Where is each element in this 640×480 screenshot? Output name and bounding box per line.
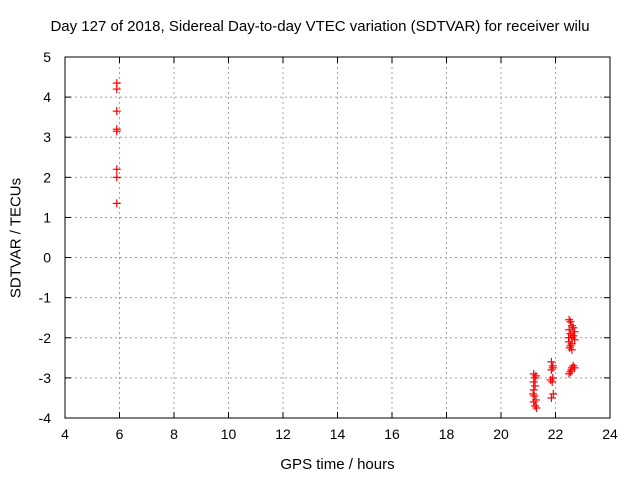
y-tick-label: 5	[43, 49, 51, 65]
data-point	[529, 369, 538, 378]
x-tick-label: 10	[221, 426, 237, 442]
chart-title: Day 127 of 2018, Sidereal Day-to-day VTE…	[50, 18, 590, 35]
data-points	[112, 79, 579, 412]
y-tick-label: 2	[43, 169, 51, 185]
x-tick-label: 18	[439, 426, 455, 442]
y-tick-label: -1	[39, 290, 52, 306]
y-tick-label: 1	[43, 209, 51, 225]
data-point	[532, 403, 541, 412]
data-point	[531, 401, 540, 410]
data-point	[548, 363, 557, 372]
y-tick-label: -2	[39, 330, 52, 346]
data-point	[569, 361, 578, 370]
data-point	[112, 165, 121, 174]
data-point	[567, 339, 576, 348]
data-point	[565, 343, 574, 352]
data-point	[565, 325, 574, 334]
x-tick-label: 24	[602, 426, 618, 442]
data-point	[569, 323, 578, 332]
y-tick-label: -4	[39, 410, 52, 426]
data-point	[112, 85, 121, 94]
data-point	[529, 397, 538, 406]
data-point	[531, 381, 540, 390]
data-point	[546, 375, 555, 384]
data-point	[112, 173, 121, 182]
data-point	[547, 365, 556, 374]
data-point	[564, 333, 573, 342]
data-point	[570, 363, 579, 372]
data-point	[529, 377, 538, 386]
data-point	[531, 373, 540, 382]
data-point	[566, 341, 575, 350]
data-point	[569, 331, 578, 340]
x-tick-label: 12	[275, 426, 291, 442]
x-tick-label: 20	[493, 426, 509, 442]
data-point	[547, 393, 556, 402]
y-tick-label: 3	[43, 129, 51, 145]
data-point	[566, 367, 575, 376]
x-tick-label: 6	[116, 426, 124, 442]
data-point	[567, 321, 576, 330]
data-point	[548, 377, 557, 386]
x-tick-label: 16	[384, 426, 400, 442]
x-tick-label: 22	[548, 426, 564, 442]
data-point	[570, 327, 579, 336]
y-tick-label: 4	[43, 89, 51, 105]
data-point	[565, 369, 574, 378]
grid-lines	[65, 57, 610, 418]
data-point	[112, 107, 121, 116]
y-tick-label: 0	[43, 250, 51, 266]
data-point	[112, 127, 121, 136]
data-point	[531, 371, 540, 380]
data-point	[112, 199, 121, 208]
data-point	[570, 335, 579, 344]
data-point	[565, 315, 574, 324]
x-tick-label: 4	[61, 426, 69, 442]
data-point	[547, 357, 556, 366]
y-tick-label: -3	[39, 370, 52, 386]
x-tick-label: 14	[330, 426, 346, 442]
x-tick-label: 8	[170, 426, 178, 442]
x-axis-label: GPS time / hours	[280, 456, 395, 473]
y-axis-label: SDTVAR / TECUs	[7, 177, 25, 299]
data-point	[549, 389, 558, 398]
data-point	[566, 317, 575, 326]
data-point	[529, 389, 538, 398]
